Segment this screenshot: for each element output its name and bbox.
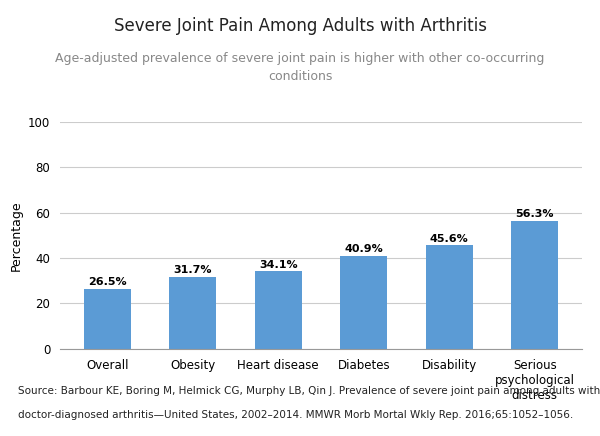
Text: 56.3%: 56.3% bbox=[515, 209, 554, 219]
Text: Source: Barbour KE, Boring M, Helmick CG, Murphy LB, Qin J. Prevalence of severe: Source: Barbour KE, Boring M, Helmick CG… bbox=[18, 386, 600, 396]
Text: Age-adjusted prevalence of severe joint pain is higher with other co-occurring
c: Age-adjusted prevalence of severe joint … bbox=[55, 52, 545, 83]
Bar bbox=[511, 221, 558, 349]
Bar bbox=[255, 272, 302, 349]
Text: 34.1%: 34.1% bbox=[259, 260, 298, 270]
Y-axis label: Percentage: Percentage bbox=[10, 200, 22, 271]
Bar bbox=[84, 289, 131, 349]
Text: 31.7%: 31.7% bbox=[173, 265, 212, 275]
Text: 26.5%: 26.5% bbox=[88, 277, 127, 287]
Bar bbox=[340, 256, 387, 349]
Text: doctor-diagnosed arthritis—United States, 2002–2014. MMWR Morb Mortal Wkly Rep. : doctor-diagnosed arthritis—United States… bbox=[18, 410, 573, 420]
Text: 45.6%: 45.6% bbox=[430, 234, 469, 244]
Bar bbox=[426, 245, 473, 349]
Text: Severe Joint Pain Among Adults with Arthritis: Severe Joint Pain Among Adults with Arth… bbox=[113, 17, 487, 35]
Bar bbox=[169, 277, 216, 349]
Text: 40.9%: 40.9% bbox=[344, 244, 383, 254]
